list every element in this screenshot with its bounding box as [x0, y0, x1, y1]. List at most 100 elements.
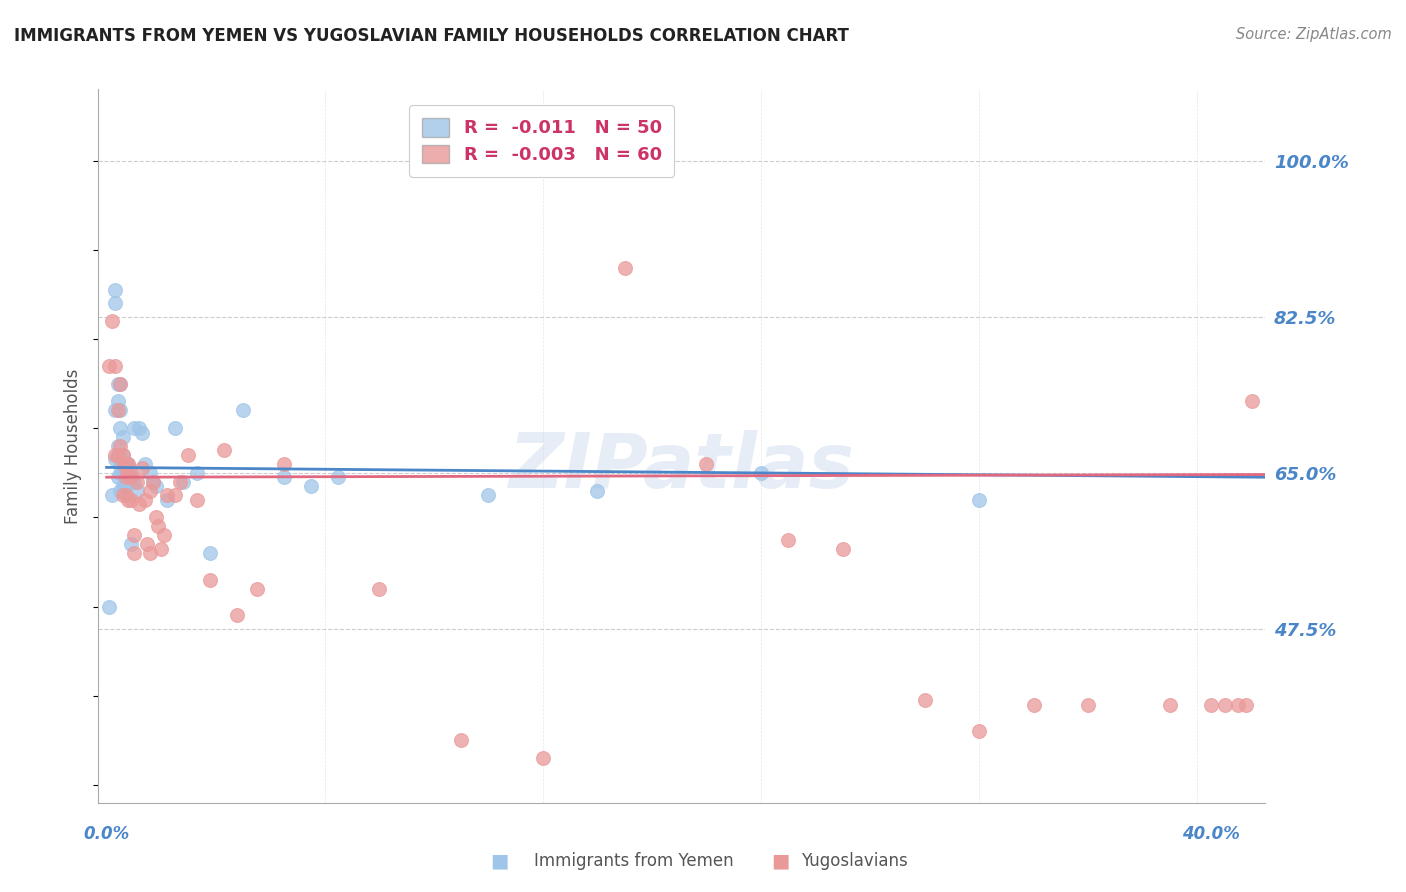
Point [831, 541, 853, 556]
Point [613, 260, 636, 275]
Point [128, 421, 150, 435]
Point [125, 483, 148, 498]
Point [98, 599, 121, 614]
Point [111, 448, 134, 462]
Point [117, 457, 139, 471]
Point [1159, 698, 1181, 712]
Point [142, 475, 165, 489]
Point [186, 492, 208, 507]
Y-axis label: Family Households: Family Households [65, 368, 83, 524]
Point [212, 443, 235, 458]
Point [122, 475, 145, 489]
Point [110, 483, 132, 498]
Point [104, 283, 127, 297]
Point [122, 546, 145, 560]
Point [120, 475, 142, 489]
Point [125, 475, 148, 489]
Point [142, 475, 165, 489]
Point [163, 421, 186, 435]
Point [967, 724, 990, 739]
Point [131, 425, 153, 440]
Point [145, 510, 167, 524]
Point [104, 448, 127, 462]
Point [155, 488, 177, 502]
Text: Source: ZipAtlas.com: Source: ZipAtlas.com [1236, 27, 1392, 42]
Point [172, 475, 194, 489]
Point [163, 488, 186, 502]
Point [101, 488, 124, 502]
Point [1227, 698, 1250, 712]
Point [110, 421, 132, 435]
Point [328, 470, 350, 484]
Point [104, 359, 127, 373]
Point [150, 541, 173, 556]
Point [145, 479, 167, 493]
Point [148, 519, 170, 533]
Point [122, 421, 145, 435]
Point [98, 359, 121, 373]
Point [114, 479, 136, 493]
Point [117, 492, 139, 507]
Point [110, 439, 132, 453]
Text: IMMIGRANTS FROM YEMEN VS YUGOSLAVIAN FAMILY HOUSEHOLDS CORRELATION CHART: IMMIGRANTS FROM YEMEN VS YUGOSLAVIAN FAM… [14, 27, 849, 45]
Text: ■: ■ [489, 851, 509, 871]
Point [122, 528, 145, 542]
Text: Immigrants from Yemen: Immigrants from Yemen [534, 852, 734, 870]
Point [111, 457, 134, 471]
Point [110, 376, 132, 391]
Point [273, 457, 295, 471]
Point [1234, 698, 1257, 712]
Point [531, 751, 554, 765]
Point [232, 403, 254, 417]
Point [114, 457, 136, 471]
Point [1199, 698, 1222, 712]
Point [200, 573, 222, 587]
Point [104, 452, 127, 467]
Point [110, 466, 132, 480]
Text: ■: ■ [770, 851, 790, 871]
Point [1213, 698, 1236, 712]
Point [586, 483, 609, 498]
Point [107, 403, 129, 417]
Point [477, 488, 499, 502]
Point [1077, 698, 1099, 712]
Point [134, 492, 156, 507]
Point [111, 488, 134, 502]
Point [186, 466, 208, 480]
Point [139, 466, 162, 480]
Point [117, 470, 139, 484]
Text: ZIPatlas: ZIPatlas [509, 431, 855, 504]
Point [111, 430, 134, 444]
Point [110, 457, 132, 471]
Point [120, 537, 142, 551]
Point [778, 533, 800, 547]
Point [695, 457, 717, 471]
Point [114, 488, 136, 502]
Point [107, 394, 129, 409]
Point [155, 492, 177, 507]
Point [107, 448, 129, 462]
Point [200, 546, 222, 560]
Point [139, 546, 162, 560]
Point [110, 376, 132, 391]
Point [749, 466, 772, 480]
Point [153, 528, 176, 542]
Point [104, 403, 127, 417]
Point [111, 448, 134, 462]
Point [111, 466, 134, 480]
Point [134, 457, 156, 471]
Point [226, 608, 249, 623]
Point [114, 457, 136, 471]
Point [368, 582, 391, 596]
Point [177, 448, 200, 462]
Point [114, 466, 136, 480]
Point [104, 296, 127, 310]
Point [107, 470, 129, 484]
Point [117, 466, 139, 480]
Point [114, 470, 136, 484]
Point [128, 497, 150, 511]
Point [107, 376, 129, 391]
Point [120, 492, 142, 507]
Point [967, 492, 990, 507]
Text: Yugoslavians: Yugoslavians [801, 852, 908, 870]
